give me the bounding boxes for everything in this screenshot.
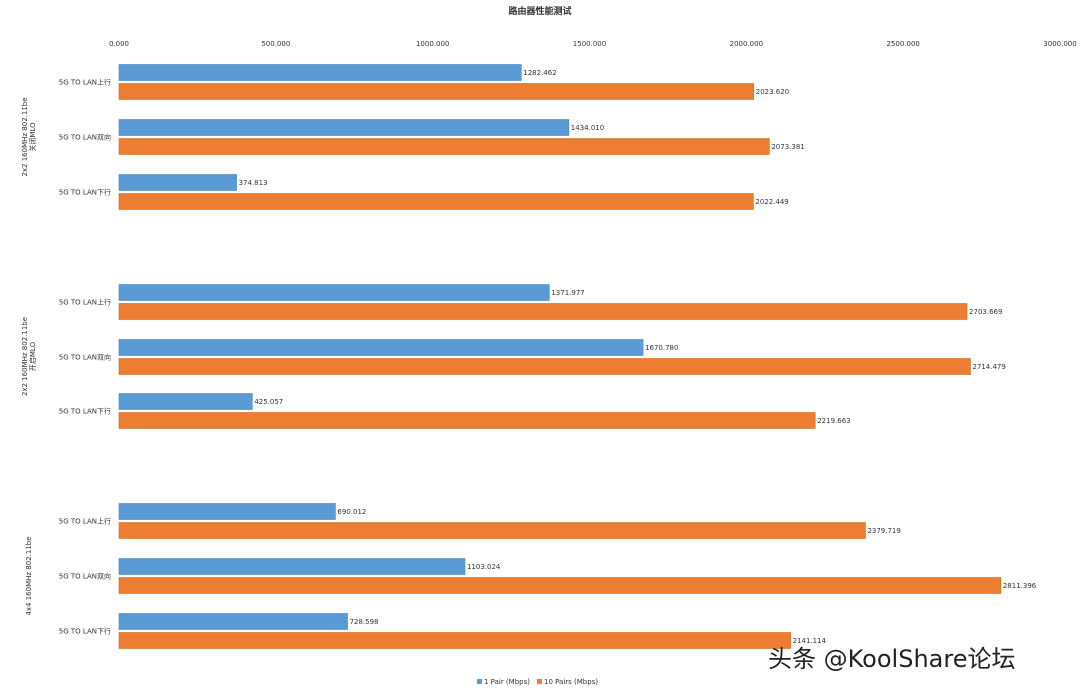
chart-title: 路由器性能测试 [508,5,571,17]
data-label: 1670.780 [645,344,678,352]
x-axis-ticks: 0.000 500.000 1000.000 1500.000 2000.000 2500… [109,40,1077,48]
group-label: 关闭MLO [28,122,37,152]
legend-label: 10 Pairs (Mbps) [544,678,598,686]
data-label: 374.813 [239,179,268,187]
x-tick-label: 500.000 [261,40,290,48]
group-label: 2x2 160MHz 802.11be [21,317,29,396]
category-label: 5G TO LAN下行 [59,407,111,416]
data-label: 1371.977 [551,289,584,297]
data-label: 690.012 [337,508,366,516]
x-tick-label: 1500.000 [573,40,606,48]
data-label: 2073.381 [771,143,804,151]
data-label: 1282.462 [523,69,556,77]
data-label: 2022.449 [755,198,788,206]
category-label: 5G TO LAN下行 [59,627,111,636]
legend-swatch [537,679,542,684]
data-label: 2379.719 [867,527,900,535]
data-label: 2714.479 [972,363,1005,371]
category-label: 5G TO LAN下行 [59,188,111,197]
legend: 1 Pair (Mbps) 10 Pairs (Mbps) [477,678,598,686]
data-label: 2219.663 [817,417,850,425]
data-label: 2023.620 [756,88,789,96]
category-label: 5G TO LAN上行 [59,298,111,307]
legend-swatch [477,679,482,684]
data-label: 2141.114 [793,637,827,645]
data-label: 1434.010 [571,124,604,132]
category-label: 5G TO LAN双向 [59,353,111,362]
data-label: 728.598 [350,618,379,626]
group-label: 开启MLO [28,341,37,371]
legend-label: 1 Pair (Mbps) [484,678,530,686]
bar-1-pair [118,503,336,520]
watermark-text: 头条 @KoolShare论坛 [768,645,1015,673]
group-label: 2x2 160MHz 802.11be [21,97,29,176]
bar-10-pairs [118,577,1002,594]
data-label: 2703.669 [969,308,1002,316]
bar-1-pair [118,119,570,136]
x-tick-label: 0.000 [109,40,129,48]
data-label: 425.057 [254,398,283,406]
data-label: 1103.024 [467,563,501,571]
bar-10-pairs [118,412,816,429]
category-label: 5G TO LAN双向 [59,133,111,142]
bar-1-pair [118,174,237,191]
watermark: 头条 @KoolShare论坛 [768,645,1015,673]
bar-1-pair [118,284,550,301]
bar-1-pair [118,393,253,410]
data-label: 2811.396 [1003,582,1037,590]
bar-10-pairs [118,632,791,649]
category-label: 5G TO LAN上行 [59,78,111,87]
category-label: 5G TO LAN双向 [59,572,111,581]
bar-1-pair [118,558,466,575]
bar-10-pairs [118,522,866,539]
bar-10-pairs [118,138,770,155]
group-label: 4x4 160MHz 802.11be [25,536,33,615]
bar-1-pair [118,339,644,356]
x-tick-label: 2500.000 [886,40,919,48]
bar-1-pair [118,64,522,81]
bar-1-pair [118,613,348,630]
bar-10-pairs [118,193,754,210]
chart-bars: 1282.462 2023.620 1434.010 2073.381 374.813 2… [118,64,1037,649]
bar-10-pairs [118,358,971,375]
x-tick-label: 1000.000 [416,40,449,48]
x-tick-label: 3000.000 [1043,40,1076,48]
x-tick-label: 2000.000 [730,40,763,48]
bar-10-pairs [118,303,968,320]
bar-10-pairs [118,83,755,100]
category-label: 5G TO LAN上行 [59,517,111,526]
